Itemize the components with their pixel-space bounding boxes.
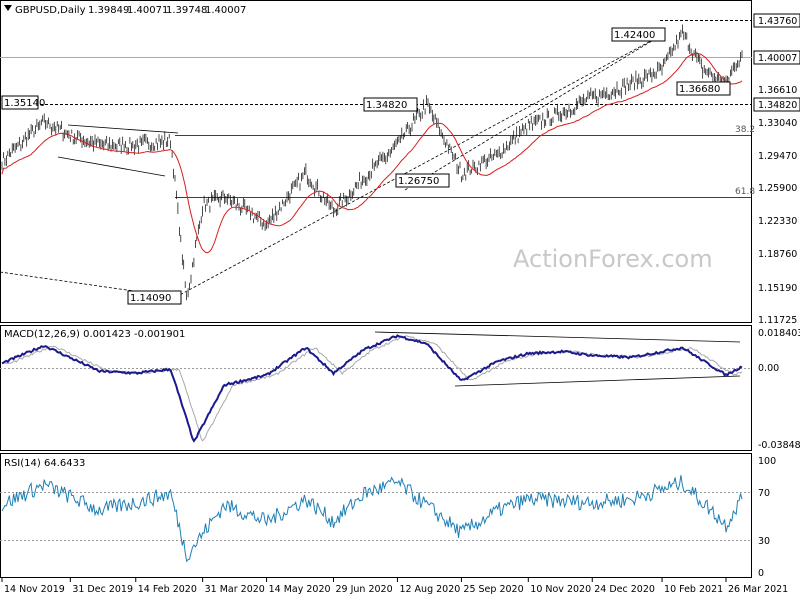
- price-tick: 1.43760: [758, 16, 797, 27]
- annotation-126750: 1.26750: [398, 176, 439, 187]
- price-annotations: 1.42400 1.36680 1.34820 1.26750 1.35140 …: [1, 27, 755, 305]
- price-tick: 1.40007: [758, 53, 797, 64]
- trendline-dashed-channel-lower: [175, 35, 661, 298]
- channel-top: [67, 124, 179, 134]
- macd-axis: 0.018403 0.00 -0.038483: [758, 328, 800, 451]
- date-tick-label: 10 Nov 2020: [530, 584, 591, 595]
- date-tick-label: 14 Nov 2019: [4, 584, 65, 595]
- price-tick: 1.25900: [758, 183, 797, 194]
- date-tick-label: 24 Dec 2020: [594, 584, 655, 595]
- date-tick-label: 25 Sep 2020: [463, 584, 523, 595]
- macd-trend-upper: [374, 331, 741, 343]
- rsi-tick: 30: [758, 536, 770, 547]
- annotation-114090: 1.14090: [130, 293, 171, 304]
- rsi-tick: 100: [758, 456, 776, 467]
- date-tick-label: 26 Mar 2021: [728, 584, 788, 595]
- price-axis-box-140007: [753, 50, 800, 65]
- ohlc-close: 1.40007: [205, 5, 246, 16]
- channel-bottom: [57, 156, 166, 177]
- macd-tick: 0.018403: [758, 328, 800, 339]
- price-tick: 1.33040: [758, 118, 797, 129]
- annotation-136680: 1.36680: [679, 84, 720, 95]
- macd-trend-lower: [454, 375, 741, 387]
- chart-title: GBPUSD,Daily 1.39849 1.40071 1.39748 1.4…: [4, 5, 246, 16]
- rsi-axis: 100 70 30 0: [758, 456, 776, 579]
- ohlc-open: 1.39849: [88, 5, 129, 16]
- date-tick-label: 14 Feb 2020: [138, 584, 197, 595]
- price-tick: 1.22330: [758, 216, 797, 227]
- macd-signal-line: [2, 334, 743, 442]
- rsi-tick: 70: [758, 488, 770, 499]
- price-tick: 1.18760: [758, 249, 797, 260]
- macd-tick: 0.00: [758, 363, 779, 374]
- price-axis-box-134820: [753, 97, 800, 112]
- annotation-142400: 1.42400: [614, 30, 655, 41]
- fib-618-label: 61.8: [735, 187, 755, 197]
- macd-tick: -0.038483: [758, 440, 800, 451]
- date-tick-label: 12 Aug 2020: [399, 584, 460, 595]
- price-tick: 1.34820: [758, 100, 797, 111]
- moving-average-line: [1, 53, 743, 254]
- watermark: ActionForex.com: [513, 245, 713, 273]
- date-tick-label: 10 Feb 2021: [664, 584, 723, 595]
- date-tick-label: 31 Dec 2019: [72, 584, 133, 595]
- date-tick-label: 14 May 2020: [269, 584, 331, 595]
- ohlc-high: 1.40071: [127, 5, 168, 16]
- macd-title: MACD(12,26,9) 0.001423 -0.001901: [4, 329, 185, 340]
- price-axis-box-143760: [753, 13, 800, 28]
- price-tick: 1.36610: [758, 85, 797, 96]
- price-panel: [0, 0, 752, 323]
- rsi-title: RSI(14) 64.6433: [4, 458, 85, 469]
- fib-382-label: 38.2: [735, 125, 755, 135]
- date-tick-label: 29 Jun 2020: [335, 584, 392, 595]
- annotation-134820: 1.34820: [366, 100, 407, 111]
- rsi-line: [1, 475, 743, 563]
- price-tick: 1.15190: [758, 283, 797, 294]
- symbol-label: GBPUSD,Daily: [15, 5, 86, 16]
- price-axis: 1.43760 1.40007 1.36610 1.34820 1.33040 …: [753, 13, 800, 326]
- date-tick-label: 31 Mar 2020: [205, 584, 265, 595]
- price-tick: 1.29470: [758, 151, 797, 162]
- annotation-135140: 1.35140: [4, 98, 45, 109]
- rsi-panel: [0, 453, 752, 578]
- ohlc-low: 1.39748: [166, 5, 207, 16]
- price-series: [1, 24, 743, 301]
- macd-main-line: [1, 334, 743, 443]
- price-tick: 1.11725: [758, 315, 797, 326]
- trend-lines: [0, 35, 661, 298]
- date-axis: 14 Nov 2019 31 Dec 2019 14 Feb 2020 31 Mar …: [1, 578, 788, 595]
- rsi-tick: 0: [758, 568, 764, 579]
